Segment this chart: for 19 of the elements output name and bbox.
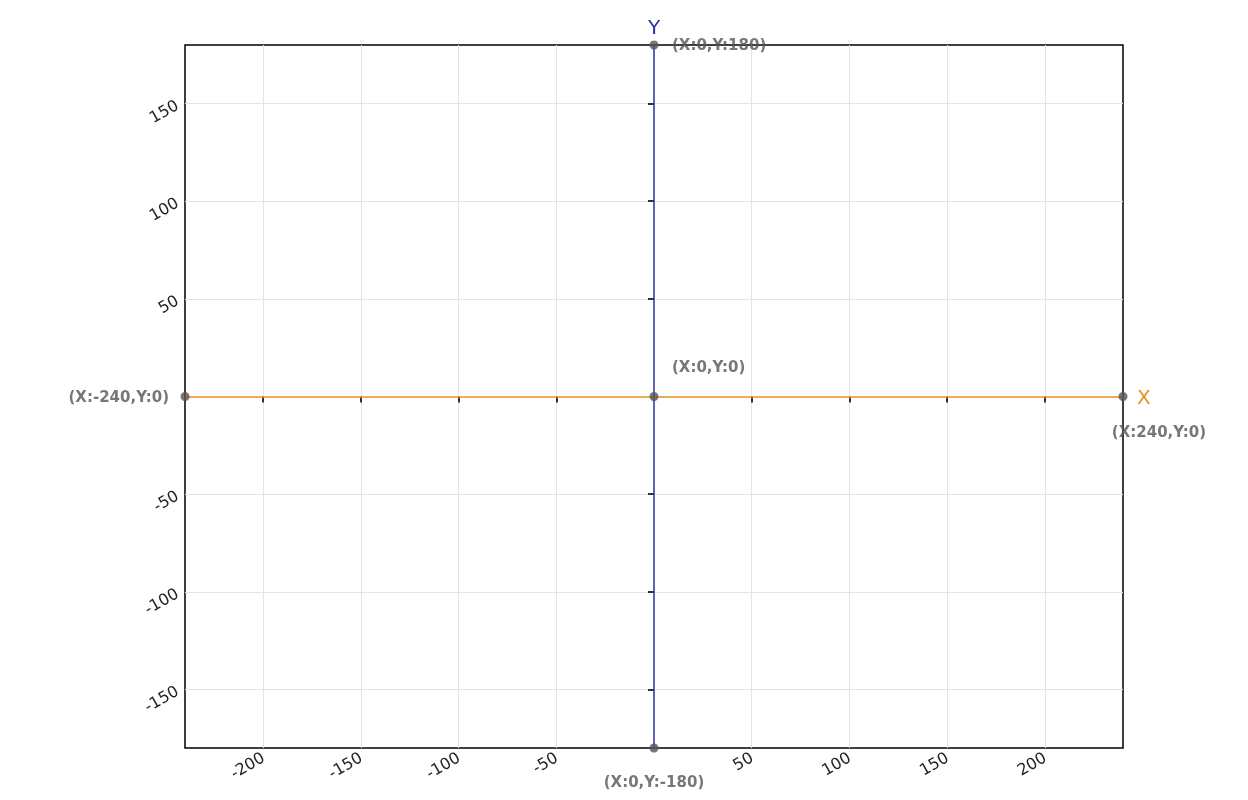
x-tick-label: -150	[324, 747, 366, 783]
y-axis-title: Y	[646, 15, 661, 39]
y-tick-label: 150	[145, 95, 182, 128]
x-tick-label: 150	[915, 747, 952, 780]
y-tick-label: 50	[154, 290, 182, 318]
x-axis-title: X	[1137, 384, 1151, 409]
y-tick-label: -50	[149, 485, 182, 516]
x-tick-label: -200	[227, 747, 268, 783]
annotation: (X:0,Y:0)	[672, 358, 746, 376]
x-tick-label: 50	[729, 747, 757, 775]
y-tick-label: -100	[140, 583, 182, 619]
y-tick-label: -150	[140, 681, 182, 716]
x-tick-label: 100	[818, 747, 855, 780]
annotation: (X:0,Y:-180)	[603, 772, 705, 791]
x-tick-label: -50	[528, 747, 562, 778]
annotation: (X:-240,Y:0)	[68, 387, 169, 406]
x-tick-label: -100	[422, 747, 464, 783]
y-tick-label: 100	[145, 193, 182, 225]
x-tick-label: 200	[1013, 747, 1050, 780]
